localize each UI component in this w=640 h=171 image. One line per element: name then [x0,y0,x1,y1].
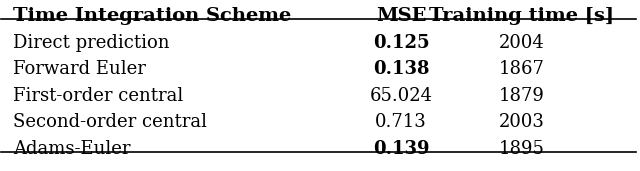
Text: 2003: 2003 [499,114,545,131]
Text: 0.713: 0.713 [375,114,427,131]
Text: 1879: 1879 [499,87,545,105]
Text: 65.024: 65.024 [369,87,433,105]
Text: 1867: 1867 [499,61,545,78]
Text: 0.125: 0.125 [372,34,429,52]
Text: 0.139: 0.139 [372,140,429,158]
Text: Second-order central: Second-order central [13,114,207,131]
Text: Adams-Euler: Adams-Euler [13,140,131,158]
Text: MSE: MSE [376,8,426,25]
Text: 1895: 1895 [499,140,545,158]
Text: 2004: 2004 [499,34,545,52]
Text: Forward Euler: Forward Euler [13,61,147,78]
Text: First-order central: First-order central [13,87,184,105]
Text: Direct prediction: Direct prediction [13,34,170,52]
Text: 0.138: 0.138 [372,61,429,78]
Text: Training time [s]: Training time [s] [429,8,614,25]
Text: Time Integration Scheme: Time Integration Scheme [13,8,292,25]
